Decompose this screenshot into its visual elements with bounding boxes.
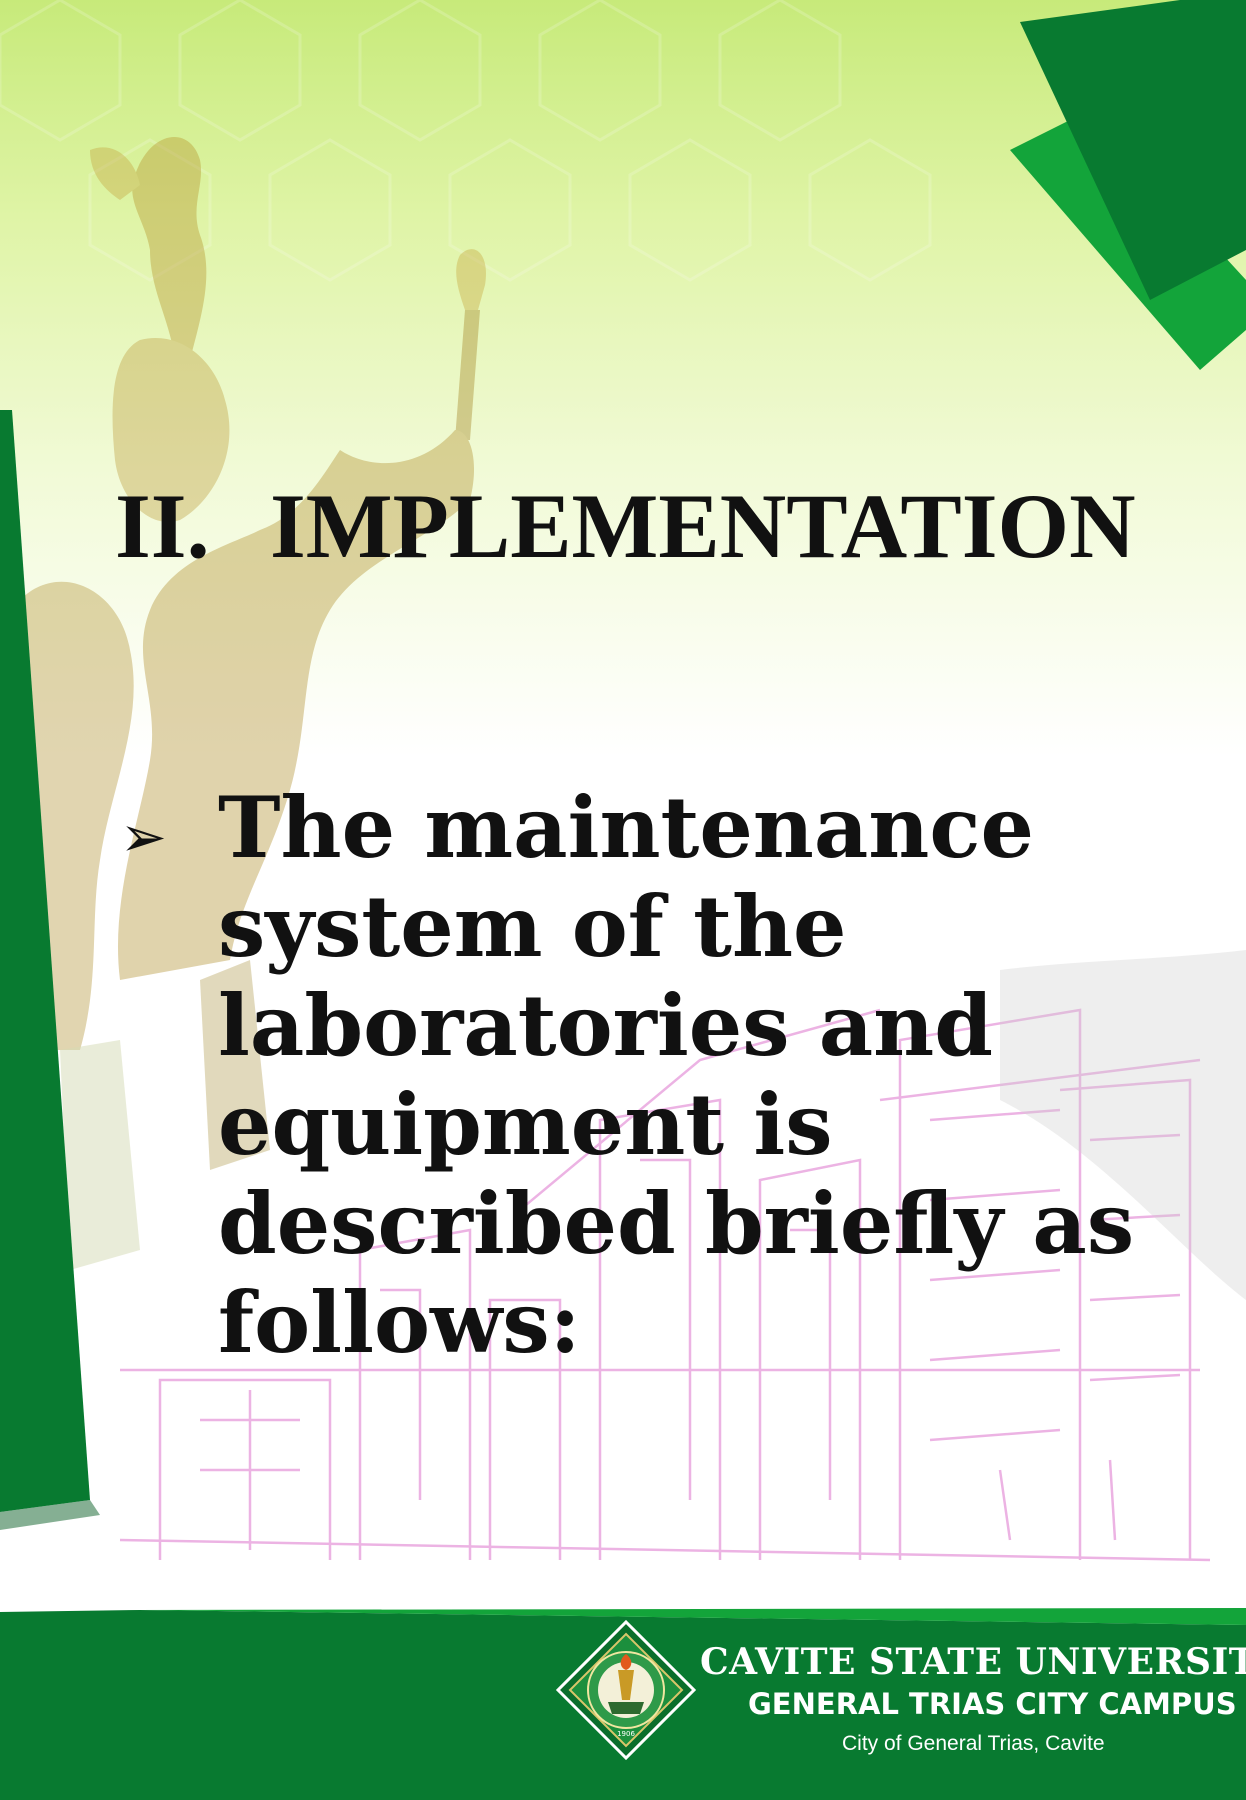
footer-institution: CAVITE STATE UNIVERSITY GENERAL TRIAS CI… <box>700 1640 1246 1760</box>
arrow-bullet-icon: ➢ <box>120 805 167 870</box>
campus-name: GENERAL TRIAS CITY CAMPUS <box>748 1687 1237 1721</box>
heading-text: IMPLEMENTATION <box>270 475 1136 577</box>
university-seal-logo: 1906 <box>556 1620 696 1760</box>
top-right-dark-shape <box>1020 0 1246 300</box>
statue-illustration <box>11 137 486 1270</box>
left-green-bar <box>0 410 90 1512</box>
city-name: City of General Trias, Cavite <box>842 1732 1105 1755</box>
grey-texture <box>1000 950 1246 1300</box>
building-outline-illustration <box>119 1008 1211 1562</box>
left-green-bar-shadow <box>0 1500 100 1530</box>
footer-light-strip <box>140 1608 1246 1625</box>
bullet-text: The maintenance system of the laboratori… <box>218 778 1135 1372</box>
hex-pattern <box>0 0 932 282</box>
university-name: CAVITE STATE UNIVERSITY <box>700 1641 1246 1683</box>
heading-number: II. <box>115 475 210 577</box>
logo-year: 1906 <box>617 1730 635 1738</box>
